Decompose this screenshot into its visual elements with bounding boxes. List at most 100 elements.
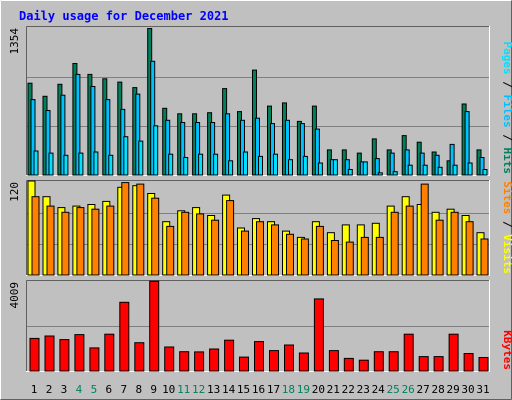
- bar-pages-day-2: [48, 152, 54, 176]
- x-tick-label-31: 31: [476, 383, 489, 396]
- x-tick-label-1: 1: [31, 383, 38, 396]
- panel-2: 120 Sites / Visits: [8, 180, 512, 276]
- x-tick-label-27: 27: [416, 383, 429, 396]
- bar-kbytes-day-7: [119, 301, 130, 372]
- panel-1: 1354 Pages / Files / Hits: [8, 26, 512, 176]
- bar-files-day-24: [374, 158, 380, 176]
- bar-files-day-22: [344, 159, 350, 176]
- x-tick-label-11: 11: [177, 383, 190, 396]
- x-tick-label-21: 21: [327, 383, 340, 396]
- bar-kbytes-day-11: [179, 351, 190, 372]
- x-tick-label-12: 12: [192, 383, 205, 396]
- bar-files-day-20: [314, 128, 320, 176]
- bar-files-day-27: [419, 152, 425, 176]
- bar-sites-day-11: [181, 211, 190, 276]
- bar-files-day-2: [45, 110, 51, 176]
- bar-kbytes-day-13: [209, 348, 220, 372]
- bar-files-day-8: [135, 93, 141, 176]
- x-tick-label-4: 4: [76, 383, 83, 396]
- x-tick-label-25: 25: [387, 383, 400, 396]
- bar-files-day-16: [255, 117, 260, 176]
- legend-item: Files: [501, 95, 512, 128]
- bar-pages-day-23: [362, 161, 368, 176]
- bar-kbytes-day-21: [328, 350, 339, 372]
- bar-files-day-1: [30, 99, 36, 176]
- x-tick-label-10: 10: [162, 383, 175, 396]
- bar-sites-day-28: [435, 219, 444, 276]
- bar-files-day-25: [389, 152, 395, 176]
- bar-sites-day-19: [300, 238, 309, 276]
- y-max-label: 120: [8, 182, 21, 202]
- bar-kbytes-day-2: [44, 335, 55, 372]
- x-tick-label-26: 26: [402, 383, 415, 396]
- x-tick-label-2: 2: [46, 383, 53, 396]
- legend-item: Visits: [501, 234, 512, 274]
- panel-3: 4009 KBytes: [8, 280, 512, 372]
- bar-sites-day-4: [76, 207, 85, 276]
- bar-kbytes-day-23: [358, 359, 369, 372]
- bar-files-day-28: [434, 154, 440, 176]
- y-max-label: 1354: [8, 28, 21, 55]
- bar-pages-day-29: [452, 164, 458, 176]
- legend-item: Sites: [501, 181, 512, 214]
- bar-kbytes-day-18: [284, 344, 294, 372]
- bar-files-day-13: [210, 122, 216, 176]
- x-tick-label-9: 9: [150, 383, 157, 396]
- x-tick-label-28: 28: [431, 383, 444, 396]
- legend-item: /: [501, 214, 512, 234]
- bar-pages-day-6: [108, 154, 114, 176]
- bar-kbytes-day-4: [74, 334, 85, 372]
- bar-kbytes-day-24: [373, 351, 384, 372]
- x-tick-label-8: 8: [135, 383, 142, 396]
- bar-kbytes-day-30: [463, 353, 474, 372]
- bar-files-day-30: [464, 111, 470, 176]
- x-tick-label-19: 19: [297, 383, 310, 396]
- bar-pages-day-30: [467, 162, 473, 176]
- bar-sites-day-2: [46, 205, 55, 276]
- bar-files-day-6: [105, 99, 111, 176]
- bar-pages-day-1: [33, 150, 39, 176]
- legend-item: Hits: [501, 148, 512, 175]
- bar-files-day-3: [60, 94, 66, 176]
- legend-item: /: [501, 75, 512, 95]
- bar-pages-day-7: [123, 136, 129, 176]
- bar-hits-day-24: [371, 138, 377, 176]
- x-tick-label-22: 22: [342, 383, 355, 396]
- bar-files-day-15: [240, 119, 245, 176]
- bar-sites-day-16: [256, 221, 264, 276]
- bar-sites-day-23: [360, 236, 369, 276]
- bar-kbytes-day-29: [448, 333, 459, 372]
- bar-pages-day-8: [138, 140, 144, 176]
- bar-kbytes-day-14: [224, 339, 235, 372]
- bar-kbytes-day-31: [478, 357, 489, 372]
- bar-pages-day-12: [198, 153, 204, 176]
- bar-kbytes-day-1: [29, 337, 40, 372]
- y-max-label: 4009: [8, 282, 21, 309]
- x-tick-label-3: 3: [61, 383, 68, 396]
- bar-sites-day-14: [226, 200, 235, 276]
- bar-files-day-4: [75, 73, 81, 176]
- bar-pages-day-13: [213, 153, 219, 176]
- bar-kbytes-day-12: [194, 351, 205, 372]
- x-tick-label-6: 6: [105, 383, 112, 396]
- bar-kbytes-day-26: [403, 333, 414, 372]
- bar-files-day-29: [449, 143, 455, 176]
- bar-sites-day-17: [271, 224, 279, 276]
- bar-sites-day-13: [211, 219, 220, 276]
- bar-pages-day-28: [437, 166, 443, 176]
- bar-sites-day-27: [420, 183, 429, 276]
- x-axis-labels: 1 2 3 4 5 6 7 8 9 10 11 12 13 14 15 16 17 18 19 20 21 22 23 24 2…: [31, 383, 490, 396]
- bar-files-day-31: [479, 157, 485, 176]
- bar-kbytes-day-6: [104, 333, 115, 372]
- bar-files-day-5: [90, 86, 96, 176]
- bar-pages-day-21: [332, 159, 338, 176]
- bar-sites-day-3: [61, 211, 70, 276]
- bar-sites-day-30: [465, 221, 474, 276]
- bar-sites-day-8: [136, 183, 145, 276]
- bar-kbytes-day-20: [313, 298, 324, 372]
- x-tick-label-16: 16: [252, 383, 265, 396]
- bar-pages-day-3: [63, 154, 69, 176]
- bar-pages-day-25: [392, 171, 398, 176]
- bar-pages-day-5: [93, 151, 99, 176]
- bar-pages-day-15: [243, 151, 248, 176]
